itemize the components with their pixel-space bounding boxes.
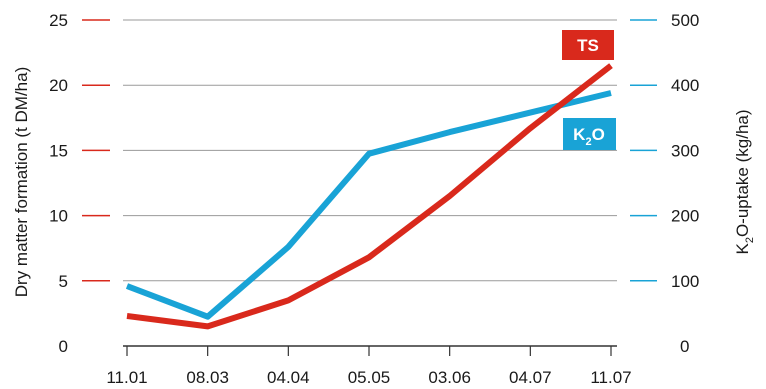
legend-k2o-o: O — [592, 125, 605, 144]
x-tick-label: 04.04 — [267, 368, 310, 387]
legend-ts: TS — [562, 30, 614, 60]
right-axis-title-rest: O-uptake (kg/ha) — [733, 109, 752, 237]
left-axis-title: Dry matter formation (t DM/ha) — [12, 67, 31, 298]
legend-k2o: K2O — [563, 118, 616, 150]
right-tick-label: 200 — [671, 207, 699, 226]
left-tick-label: 10 — [49, 207, 68, 226]
right-axis: 0 100 200 300 400 500 — [630, 11, 699, 356]
right-axis-title-sub: 2 — [744, 237, 756, 243]
series-line-k2o — [125, 90, 612, 320]
series-lines — [125, 63, 613, 330]
x-axis: 11.01 08.03 04.04 05.05 03.06 04.07 11.07 — [106, 346, 632, 387]
legend-k2o-k: K — [573, 125, 586, 144]
left-tick-label: 15 — [49, 141, 68, 160]
right-tick-label: 100 — [671, 272, 699, 291]
right-axis-title-k: K — [733, 243, 752, 255]
x-tick-label: 11.01 — [106, 368, 147, 387]
legend-k2o-label: K2O — [573, 125, 605, 148]
gridlines — [123, 19, 617, 347]
right-tick-label: 500 — [671, 11, 699, 30]
left-axis: 0 5 10 15 20 25 — [49, 11, 110, 356]
x-tick-label: 11.07 — [590, 368, 631, 387]
x-tick-label: 03.06 — [428, 368, 471, 387]
right-tick-label: 400 — [671, 76, 699, 95]
legend-k2o-box — [563, 118, 616, 150]
left-tick-label: 5 — [59, 272, 68, 291]
left-tick-label: 0 — [59, 337, 68, 356]
x-tick-label: 04.07 — [509, 368, 552, 387]
x-tick-label: 08.03 — [186, 368, 229, 387]
left-tick-label: 25 — [49, 11, 68, 30]
right-axis-title: K2O-uptake (kg/ha) — [733, 109, 756, 254]
left-tick-label: 20 — [49, 76, 68, 95]
legend-ts-label: TS — [577, 36, 599, 55]
legend-k2o-sub: 2 — [585, 136, 591, 148]
right-tick-label: 0 — [680, 337, 689, 356]
x-tick-label: 05.05 — [348, 368, 391, 387]
right-tick-label: 300 — [671, 141, 699, 160]
legend-ts-box — [562, 30, 614, 60]
series-line-ts — [126, 63, 613, 330]
